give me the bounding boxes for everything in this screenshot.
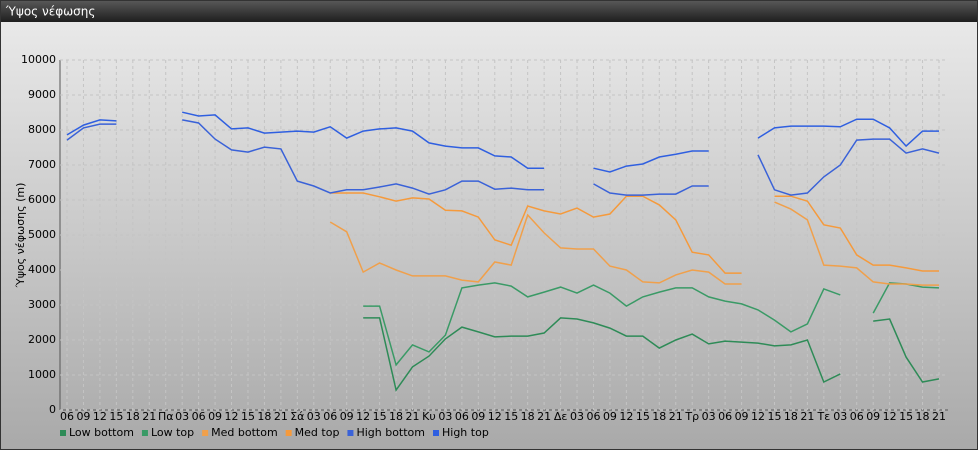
x-tick-label: 18 bbox=[126, 410, 140, 423]
x-tick-label: 09 bbox=[471, 410, 485, 423]
x-tick-label: 06 bbox=[718, 410, 732, 423]
series-line bbox=[329, 201, 939, 286]
x-tick-label: 06 bbox=[323, 410, 337, 423]
legend-swatch bbox=[347, 430, 354, 436]
x-tick-label: Τρ bbox=[684, 410, 699, 423]
x-tick-label: 21 bbox=[669, 410, 683, 423]
x-tick-label: 12 bbox=[883, 410, 897, 423]
x-tick-label: 06 bbox=[60, 410, 74, 423]
x-tick-label: Τε bbox=[816, 410, 830, 423]
y-tick-label: 2000 bbox=[28, 333, 56, 346]
series-line bbox=[363, 317, 940, 392]
x-tick-label: 12 bbox=[619, 410, 633, 423]
x-tick-label: 06 bbox=[850, 410, 864, 423]
legend-swatch bbox=[202, 430, 209, 436]
x-tick-label: 18 bbox=[389, 410, 403, 423]
y-tick-label: 10000 bbox=[21, 53, 56, 66]
x-tick-label: 18 bbox=[652, 410, 666, 423]
x-tick-label: 09 bbox=[866, 410, 880, 423]
x-tick-label: 03 bbox=[438, 410, 452, 423]
x-tick-label: 09 bbox=[340, 410, 354, 423]
title-bar bbox=[0, 0, 978, 22]
x-tick-label: 03 bbox=[307, 410, 321, 423]
x-tick-label: Σά bbox=[290, 410, 304, 423]
x-tick-label: 12 bbox=[225, 410, 239, 423]
x-tick-label: 21 bbox=[537, 410, 551, 423]
x-tick-label: 03 bbox=[175, 410, 189, 423]
x-tick-label: 15 bbox=[767, 410, 781, 423]
y-axis-label: Ύψος νέφωσης (m) bbox=[14, 183, 27, 289]
x-tick-label: 15 bbox=[109, 410, 123, 423]
y-tick-label: 1000 bbox=[28, 368, 56, 381]
x-tick-label: 15 bbox=[899, 410, 913, 423]
x-tick-label: 12 bbox=[93, 410, 107, 423]
legend-label: Low bottom bbox=[69, 426, 134, 439]
x-tick-label: 12 bbox=[751, 410, 765, 423]
y-tick-label: 8000 bbox=[28, 123, 56, 136]
x-tick-label: 09 bbox=[208, 410, 222, 423]
x-tick-label: 15 bbox=[504, 410, 518, 423]
y-tick-label: 5000 bbox=[28, 228, 56, 241]
x-tick-label: 18 bbox=[257, 410, 271, 423]
y-tick-label: 7000 bbox=[28, 158, 56, 171]
x-tick-label: 21 bbox=[274, 410, 288, 423]
x-tick-label: 15 bbox=[373, 410, 387, 423]
legend-swatch bbox=[141, 430, 148, 436]
x-tick-label: 18 bbox=[784, 410, 798, 423]
legend-swatch bbox=[433, 430, 439, 436]
y-tick-label: 9000 bbox=[28, 88, 56, 101]
series-line bbox=[66, 119, 940, 196]
x-tick-label: 15 bbox=[636, 410, 650, 423]
x-tick-label: 09 bbox=[76, 410, 90, 423]
x-tick-label: 15 bbox=[241, 410, 255, 423]
x-tick-label: 21 bbox=[800, 410, 814, 423]
x-tick-label: Πα bbox=[158, 410, 174, 423]
x-tick-label: 09 bbox=[735, 410, 749, 423]
legend-label: High bottom bbox=[356, 426, 425, 439]
series-line bbox=[66, 111, 939, 173]
x-tick-label: 21 bbox=[142, 410, 156, 423]
x-tick-label: 03 bbox=[702, 410, 716, 423]
x-tick-label: 18 bbox=[521, 410, 535, 423]
legend-swatch bbox=[60, 430, 66, 436]
x-tick-label: 12 bbox=[356, 410, 370, 423]
legend-label: High top bbox=[442, 426, 489, 439]
y-tick-label: 3000 bbox=[28, 298, 56, 311]
x-tick-label: Κυ bbox=[422, 410, 436, 423]
x-tick-label: 06 bbox=[192, 410, 206, 423]
window-title: Ύψος νέφωσης bbox=[5, 5, 95, 19]
legend-label: Med top bbox=[295, 426, 340, 439]
y-tick-label: 6000 bbox=[28, 193, 56, 206]
series-line bbox=[330, 192, 939, 274]
x-tick-label: 18 bbox=[916, 410, 930, 423]
x-tick-label: 03 bbox=[833, 410, 847, 423]
y-tick-label: 4000 bbox=[28, 263, 56, 276]
x-tick-label: 21 bbox=[406, 410, 420, 423]
legend-label: Med bottom bbox=[211, 426, 278, 439]
x-tick-label: 06 bbox=[586, 410, 600, 423]
x-tick-label: Δε bbox=[554, 410, 568, 423]
x-tick-label: 21 bbox=[932, 410, 946, 423]
x-tick-label: 09 bbox=[603, 410, 617, 423]
x-tick-label: 06 bbox=[455, 410, 469, 423]
legend-label: Low top bbox=[151, 426, 194, 439]
x-tick-label: 12 bbox=[488, 410, 502, 423]
y-tick-label: 0 bbox=[49, 403, 56, 416]
x-tick-label: 03 bbox=[570, 410, 584, 423]
legend-swatch bbox=[285, 430, 292, 436]
